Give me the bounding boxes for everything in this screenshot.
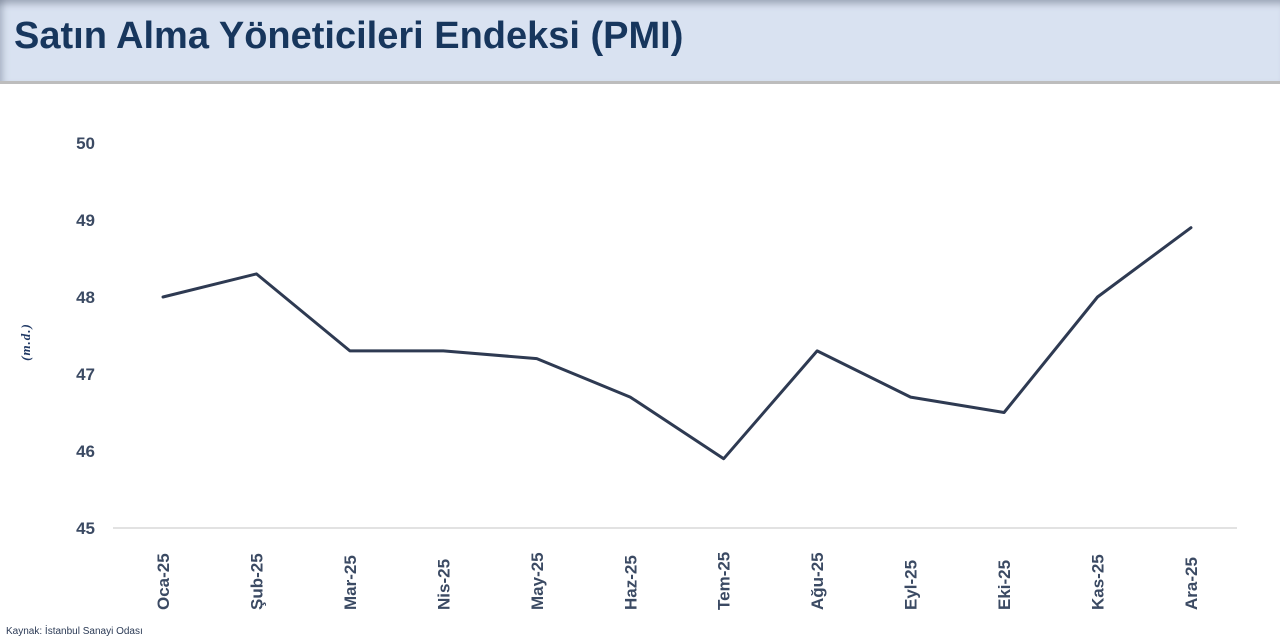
y-axis-title: (m.d.)	[18, 323, 33, 361]
pmi-line-chart: 45 46 47 48 49 50 Oca-25 Şub-25 Mar-25 Nis-25 May-…	[18, 134, 1237, 610]
x-tick-label: Ara-25	[1182, 557, 1201, 610]
x-tick-label: Mar-25	[341, 555, 360, 610]
x-tick-label: Kas-25	[1089, 554, 1108, 610]
x-tick-label: May-25	[528, 552, 547, 610]
y-tick-label: 49	[76, 211, 95, 230]
y-tick-label: 46	[76, 442, 95, 461]
x-tick-label: Nis-25	[434, 559, 453, 610]
y-tick-label: 48	[76, 288, 95, 307]
x-tick-label: Oca-25	[154, 553, 173, 610]
page-title: Satın Alma Yöneticileri Endeksi (PMI)	[14, 15, 684, 57]
x-tick-label: Haz-25	[621, 555, 640, 610]
y-tick-label: 50	[76, 134, 95, 153]
x-tick-label: Ağu-25	[808, 552, 827, 610]
x-tick-label: Şub-25	[247, 553, 266, 610]
y-tick-label: 45	[76, 519, 95, 538]
x-tick-label: Tem-25	[715, 552, 734, 610]
chart-title-bar: Satın Alma Yöneticileri Endeksi (PMI)	[0, 0, 1280, 84]
x-tick-label: Eyl-25	[902, 560, 921, 610]
y-tick-label: 47	[76, 365, 95, 384]
source-note: Kaynak: İstanbul Sanayi Odası	[6, 626, 143, 637]
x-tick-label: Eki-25	[995, 560, 1014, 610]
pmi-series-line	[161, 226, 1193, 461]
